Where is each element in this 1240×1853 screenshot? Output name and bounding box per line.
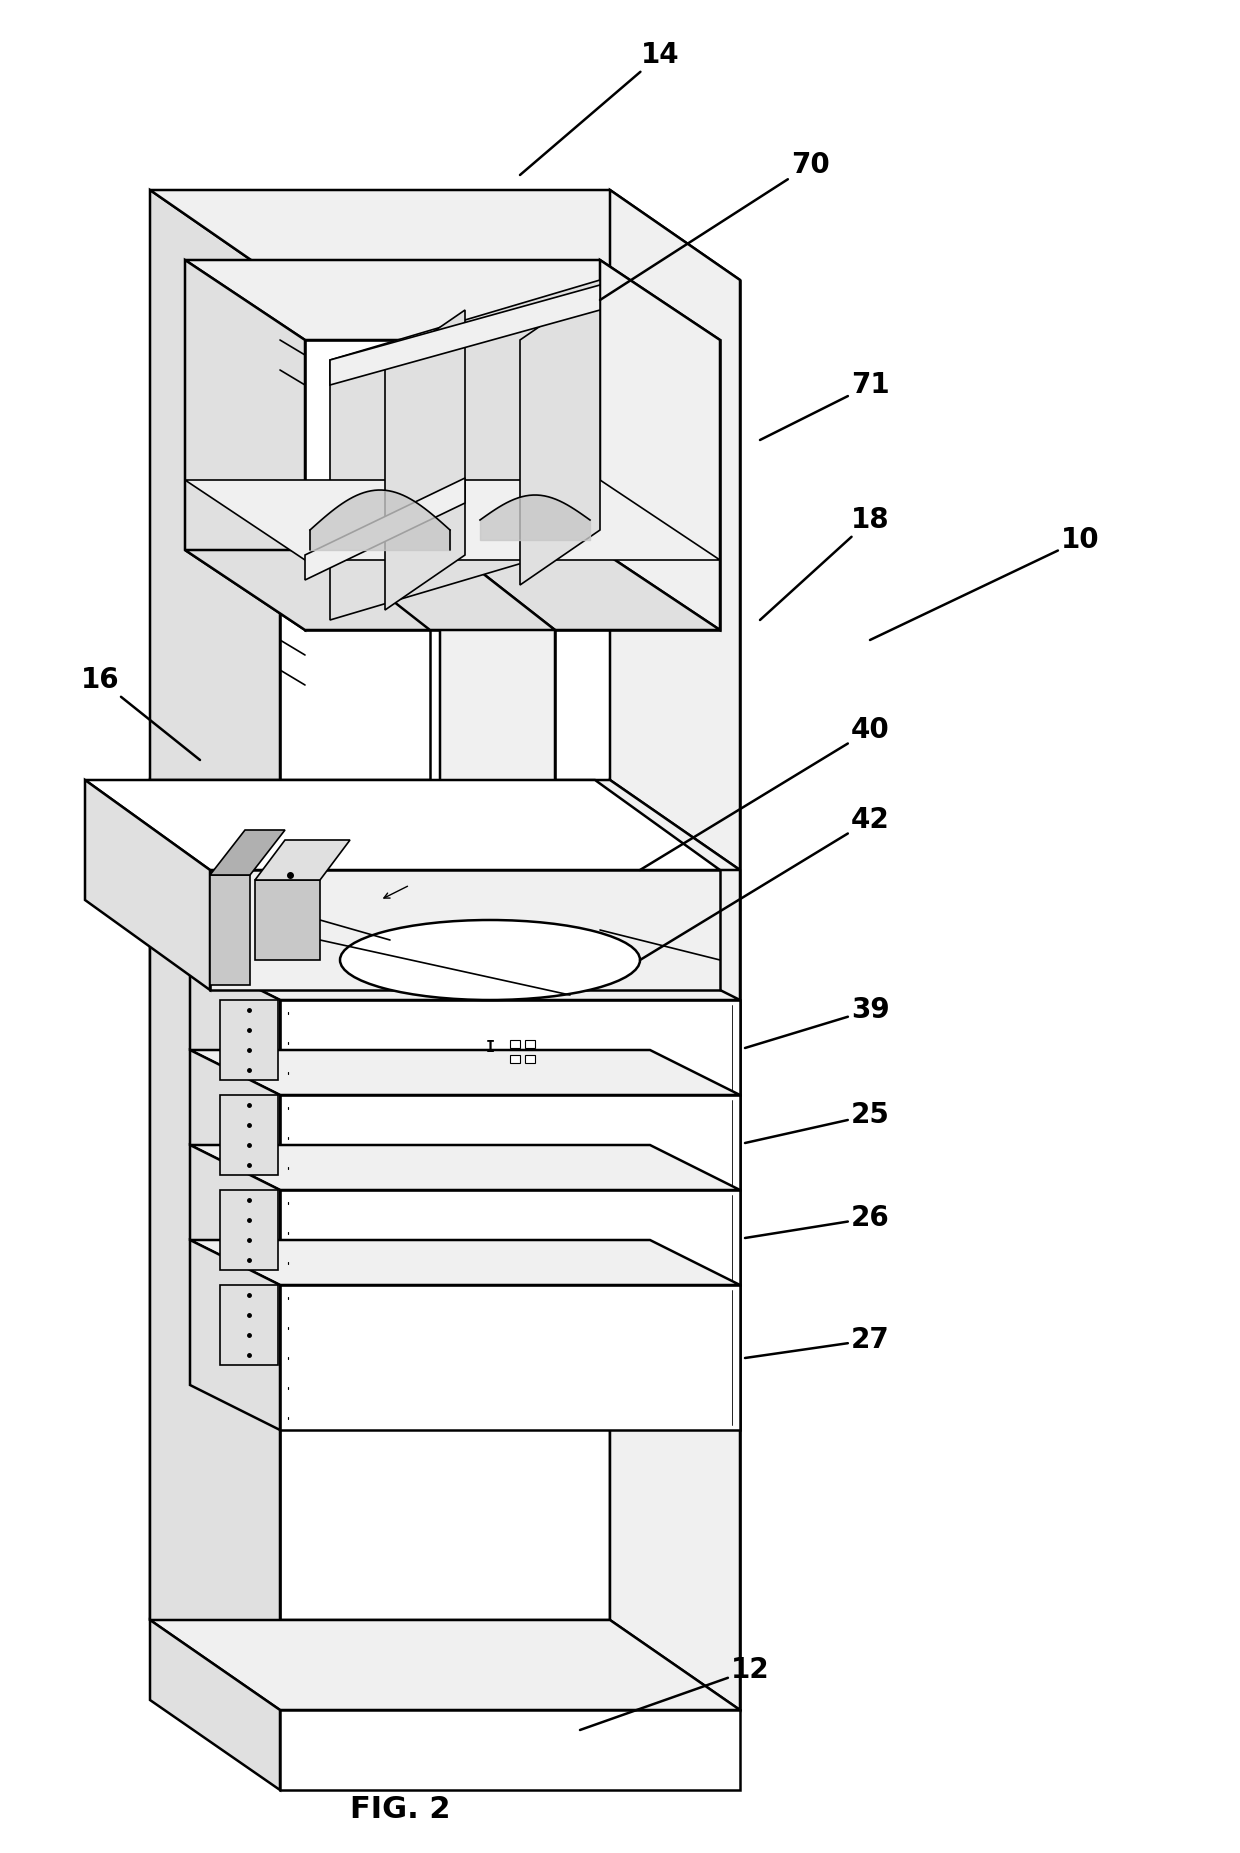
Polygon shape: [280, 1001, 740, 1095]
Polygon shape: [219, 1190, 278, 1269]
Polygon shape: [210, 875, 250, 986]
Polygon shape: [305, 339, 720, 630]
Polygon shape: [315, 539, 556, 630]
Polygon shape: [185, 550, 720, 630]
Polygon shape: [190, 1145, 280, 1284]
Polygon shape: [219, 1095, 278, 1175]
Polygon shape: [150, 1620, 280, 1790]
Text: 39: 39: [745, 997, 889, 1049]
Text: 42: 42: [640, 806, 889, 960]
Text: 70: 70: [600, 150, 830, 300]
Polygon shape: [185, 259, 720, 339]
Polygon shape: [280, 1284, 740, 1431]
Text: 27: 27: [745, 1327, 889, 1358]
Polygon shape: [440, 539, 556, 871]
Polygon shape: [610, 191, 740, 1710]
Text: 26: 26: [745, 1204, 889, 1238]
Polygon shape: [280, 1190, 740, 1284]
Bar: [510, 1054, 520, 1064]
Text: 71: 71: [760, 371, 889, 439]
Polygon shape: [150, 1620, 740, 1710]
Polygon shape: [190, 1145, 740, 1190]
Polygon shape: [430, 630, 556, 871]
Polygon shape: [185, 480, 720, 560]
Polygon shape: [190, 954, 740, 1001]
Text: FIG. 2: FIG. 2: [350, 1796, 450, 1825]
Polygon shape: [219, 1001, 278, 1080]
Text: I: I: [485, 1041, 495, 1056]
Polygon shape: [190, 1051, 280, 1190]
Bar: [510, 1040, 520, 1049]
Polygon shape: [86, 780, 210, 990]
Polygon shape: [190, 1051, 740, 1095]
Polygon shape: [384, 309, 465, 610]
Text: 12: 12: [580, 1657, 769, 1731]
Text: 16: 16: [81, 665, 200, 760]
Polygon shape: [210, 871, 720, 990]
Polygon shape: [255, 880, 320, 960]
Polygon shape: [150, 191, 740, 280]
Polygon shape: [600, 259, 720, 630]
Polygon shape: [150, 780, 740, 871]
Polygon shape: [86, 780, 720, 871]
Polygon shape: [190, 954, 280, 1095]
Polygon shape: [150, 780, 280, 1710]
Text: 40: 40: [640, 715, 889, 871]
Ellipse shape: [340, 919, 640, 1001]
Text: 18: 18: [760, 506, 889, 621]
Polygon shape: [280, 1095, 740, 1190]
Bar: [525, 1040, 534, 1049]
Polygon shape: [210, 830, 285, 875]
Polygon shape: [330, 285, 600, 385]
Polygon shape: [150, 1620, 740, 1710]
Text: 14: 14: [520, 41, 680, 174]
Polygon shape: [305, 478, 465, 580]
Polygon shape: [150, 191, 280, 1710]
Polygon shape: [520, 285, 600, 586]
Polygon shape: [190, 1240, 740, 1284]
Text: 25: 25: [745, 1101, 889, 1143]
Text: 10: 10: [870, 526, 1100, 639]
Polygon shape: [330, 280, 600, 621]
Bar: [525, 1054, 534, 1064]
Polygon shape: [219, 1284, 278, 1366]
Polygon shape: [190, 1240, 280, 1431]
Polygon shape: [255, 839, 350, 880]
Polygon shape: [185, 259, 305, 630]
Polygon shape: [280, 1710, 740, 1790]
Polygon shape: [610, 780, 740, 1710]
